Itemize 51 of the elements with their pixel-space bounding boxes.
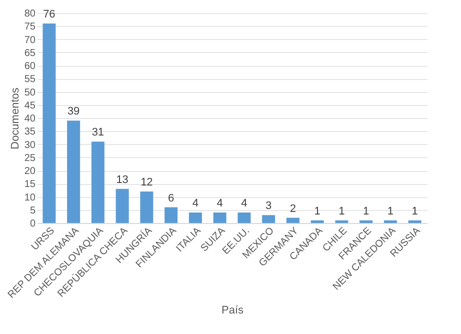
y-tick-label: 60 bbox=[24, 61, 36, 72]
y-tick-label: 50 bbox=[24, 87, 36, 98]
x-axis-title: País bbox=[221, 304, 244, 317]
bar bbox=[384, 220, 397, 223]
y-tick-label: 15 bbox=[24, 179, 36, 190]
y-tick-label: 70 bbox=[24, 34, 36, 46]
bar bbox=[262, 215, 276, 223]
y-tick-label: 0 bbox=[30, 218, 36, 230]
y-axis-title: Documentos bbox=[9, 87, 22, 150]
y-tick-label: 25 bbox=[24, 152, 36, 164]
bar bbox=[140, 192, 154, 223]
bar bbox=[91, 142, 104, 223]
bar bbox=[408, 220, 422, 223]
bar bbox=[188, 212, 202, 223]
data-label: 6 bbox=[168, 192, 174, 204]
data-label: 13 bbox=[116, 174, 128, 186]
bar bbox=[238, 212, 251, 223]
y-tick-label: 55 bbox=[24, 74, 36, 86]
bar bbox=[286, 218, 300, 223]
y-tick-label: 45 bbox=[24, 100, 36, 112]
bar bbox=[164, 207, 178, 223]
y-tick-label: 30 bbox=[24, 140, 36, 151]
bar bbox=[310, 220, 324, 223]
y-tick-label: 40 bbox=[24, 114, 36, 124]
bar bbox=[42, 24, 56, 223]
y-tick-label: 80 bbox=[24, 8, 36, 20]
data-label: 1 bbox=[412, 205, 418, 218]
data-label: 1 bbox=[338, 205, 345, 218]
data-label: 2 bbox=[290, 202, 296, 215]
y-tick-label: 10 bbox=[24, 192, 36, 204]
data-label: 31 bbox=[92, 126, 104, 139]
data-label: 3 bbox=[266, 200, 272, 212]
bar bbox=[116, 188, 129, 223]
y-tick-label: 65 bbox=[24, 48, 36, 59]
data-label: 39 bbox=[67, 106, 80, 118]
data-label: 76 bbox=[43, 8, 56, 20]
bar bbox=[335, 220, 348, 223]
bar bbox=[213, 212, 226, 223]
y-tick-label: 75 bbox=[24, 22, 36, 33]
data-label: 1 bbox=[387, 205, 394, 218]
data-label: 1 bbox=[363, 205, 370, 218]
bar bbox=[360, 220, 373, 223]
data-label: 4 bbox=[216, 198, 223, 210]
data-label: 12 bbox=[140, 176, 153, 188]
data-label: 4 bbox=[192, 198, 198, 210]
y-tick-label: 5 bbox=[30, 205, 36, 216]
y-tick-label: 20 bbox=[24, 166, 36, 177]
y-tick-label: 35 bbox=[24, 126, 36, 138]
data-label: 1 bbox=[314, 205, 320, 218]
data-label: 4 bbox=[241, 198, 248, 210]
bar bbox=[67, 120, 80, 223]
